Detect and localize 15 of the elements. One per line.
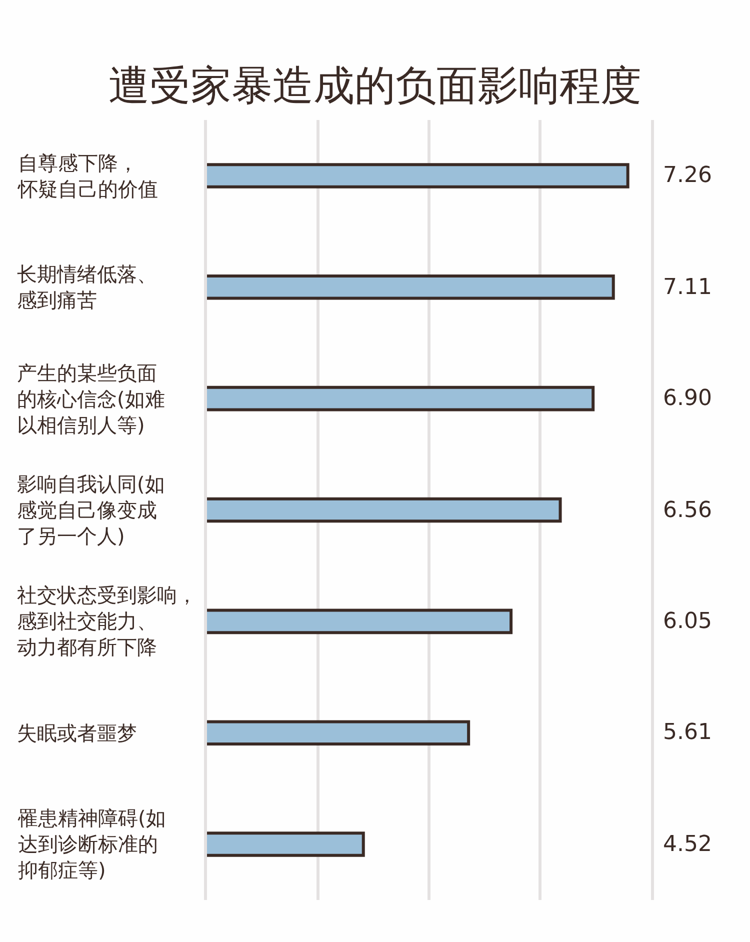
y-tick-label: 自尊感下降，怀疑自己的价值 [17, 151, 158, 201]
data-label: 7.11 [663, 275, 712, 300]
y-tick-label: 长期情绪低落、感到痛苦 [17, 262, 157, 312]
data-label: 6.05 [663, 609, 712, 634]
data-label: 6.90 [663, 386, 712, 411]
data-label: 5.61 [663, 720, 712, 745]
chart-title: 遭受家暴造成的负面影响程度 [108, 61, 642, 110]
data-label: 6.56 [663, 498, 712, 523]
y-tick-label: 影响自我认同(如感觉自己像变成了另一个人) [17, 472, 165, 548]
y-tick-label: 产生的某些负面的核心信念(如难以相信别人等) [17, 361, 165, 437]
y-tick-label: 罹患精神障碍(如达到诊断标准的抑郁症等) [17, 806, 166, 882]
y-tick-label: 社交状态受到影响，感到社交能力、动力都有所下降 [17, 583, 197, 659]
data-label: 7.26 [663, 163, 712, 188]
data-label: 4.52 [663, 832, 712, 857]
y-tick-label: 失眠或者噩梦 [17, 721, 137, 745]
